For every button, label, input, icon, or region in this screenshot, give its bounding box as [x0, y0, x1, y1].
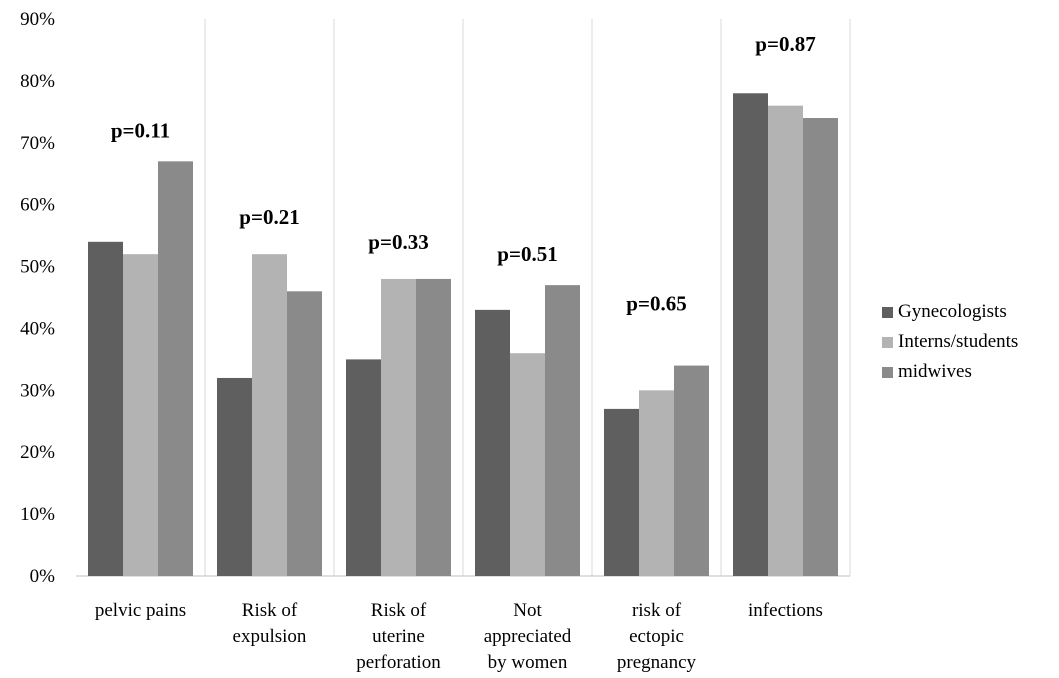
p-value-label: p=0.21 [239, 205, 299, 229]
bar [381, 278, 416, 576]
bar [158, 161, 193, 576]
y-tick-label: 40% [20, 318, 55, 339]
x-category-label: uterine [372, 626, 425, 647]
bar [545, 285, 580, 576]
x-category-label: infections [748, 600, 823, 621]
bar [346, 359, 381, 576]
bar [733, 93, 768, 577]
y-tick-label: 10% [20, 504, 55, 525]
bar [475, 309, 510, 576]
bar [123, 254, 158, 576]
legend-item: Interns/students [882, 327, 1018, 357]
y-tick-label: 50% [20, 257, 55, 278]
legend-label: Gynecologists [898, 301, 1007, 322]
y-tick-label: 0% [30, 566, 56, 587]
bar [287, 291, 322, 576]
bar [88, 241, 123, 577]
bar [674, 365, 709, 576]
bar [252, 254, 287, 576]
bar [604, 408, 639, 576]
y-tick-label: 80% [20, 71, 55, 92]
p-value-label: p=0.65 [626, 292, 686, 316]
p-value-label: p=0.11 [111, 118, 170, 142]
legend-item: Gynecologists [882, 297, 1018, 327]
y-tick-label: 90% [20, 9, 55, 30]
legend: Gynecologists Interns/students midwives [882, 297, 1018, 387]
x-category-label: pregnancy [617, 652, 697, 673]
legend-label: Interns/students [898, 331, 1019, 352]
x-category-label: ectopic [629, 626, 684, 647]
legend-swatch [882, 306, 893, 318]
legend-item: midwives [882, 357, 1018, 387]
x-category-label: Risk of [371, 600, 427, 621]
bar [217, 377, 252, 576]
x-category-label: expulsion [233, 626, 307, 647]
x-category-label: appreciated [484, 626, 572, 647]
bar [639, 390, 674, 576]
bar [768, 105, 803, 577]
x-category-label: perforation [356, 652, 441, 673]
bar [416, 278, 451, 576]
p-value-label: p=0.87 [755, 32, 815, 56]
x-category-label: Not [513, 600, 542, 621]
p-value-label: p=0.51 [497, 242, 557, 266]
legend-swatch [882, 366, 893, 378]
legend-swatch [882, 336, 893, 348]
x-category-label: pelvic pains [95, 600, 186, 621]
y-tick-label: 20% [20, 442, 55, 463]
legend-label: midwives [898, 361, 972, 382]
x-category-label: by women [488, 652, 568, 673]
p-value-label: p=0.33 [368, 230, 428, 254]
y-tick-label: 70% [20, 133, 55, 154]
bar [510, 353, 545, 576]
y-tick-label: 30% [20, 380, 55, 401]
y-tick-label: 60% [20, 195, 55, 216]
x-category-label: Risk of [242, 600, 298, 621]
bar [803, 118, 838, 577]
x-category-label: risk of [632, 600, 682, 621]
